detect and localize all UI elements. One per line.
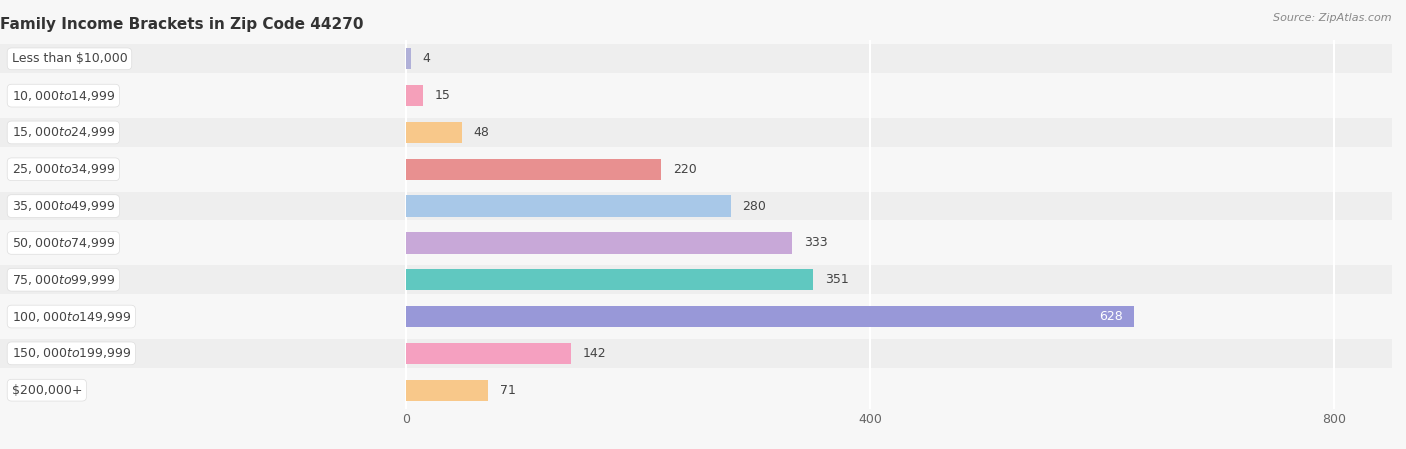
Text: 4: 4 xyxy=(422,53,430,65)
Text: $100,000 to $149,999: $100,000 to $149,999 xyxy=(11,309,131,324)
Text: $75,000 to $99,999: $75,000 to $99,999 xyxy=(11,273,115,287)
Bar xyxy=(406,269,813,291)
Bar xyxy=(0,339,1392,368)
Bar xyxy=(406,306,1135,327)
Text: $25,000 to $34,999: $25,000 to $34,999 xyxy=(11,162,115,176)
Text: $150,000 to $199,999: $150,000 to $199,999 xyxy=(11,346,131,361)
Bar xyxy=(406,85,423,106)
Text: Source: ZipAtlas.com: Source: ZipAtlas.com xyxy=(1274,13,1392,23)
Text: Less than $10,000: Less than $10,000 xyxy=(11,53,128,65)
Text: $200,000+: $200,000+ xyxy=(11,384,82,396)
Bar xyxy=(406,48,411,70)
Text: $50,000 to $74,999: $50,000 to $74,999 xyxy=(11,236,115,250)
Bar xyxy=(0,229,1392,257)
Text: 351: 351 xyxy=(825,273,848,286)
Bar xyxy=(406,379,488,401)
Bar xyxy=(0,192,1392,220)
Text: 220: 220 xyxy=(672,163,696,176)
Text: Family Income Brackets in Zip Code 44270: Family Income Brackets in Zip Code 44270 xyxy=(0,18,364,32)
Text: 15: 15 xyxy=(434,89,451,102)
Bar xyxy=(0,155,1392,184)
Bar xyxy=(0,118,1392,147)
Text: 48: 48 xyxy=(474,126,489,139)
Text: 71: 71 xyxy=(501,384,516,396)
Bar xyxy=(0,302,1392,331)
Bar xyxy=(406,343,571,364)
Bar xyxy=(0,81,1392,110)
Text: 628: 628 xyxy=(1099,310,1123,323)
Text: $10,000 to $14,999: $10,000 to $14,999 xyxy=(11,88,115,103)
Text: $35,000 to $49,999: $35,000 to $49,999 xyxy=(11,199,115,213)
Bar xyxy=(0,265,1392,294)
Text: 333: 333 xyxy=(804,237,828,249)
Text: $15,000 to $24,999: $15,000 to $24,999 xyxy=(11,125,115,140)
Bar xyxy=(406,195,731,217)
Text: 280: 280 xyxy=(742,200,766,212)
Bar xyxy=(406,232,792,254)
Text: 142: 142 xyxy=(582,347,606,360)
Bar xyxy=(406,122,461,143)
Bar xyxy=(0,44,1392,73)
Bar xyxy=(406,158,661,180)
Bar xyxy=(0,376,1392,405)
